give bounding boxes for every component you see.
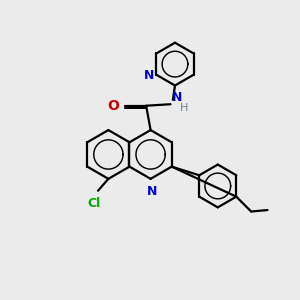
Text: N: N (144, 69, 154, 82)
Text: N: N (171, 91, 182, 103)
Text: Cl: Cl (87, 197, 100, 210)
Text: H: H (180, 103, 188, 113)
Text: O: O (107, 99, 119, 113)
Text: N: N (147, 185, 157, 198)
